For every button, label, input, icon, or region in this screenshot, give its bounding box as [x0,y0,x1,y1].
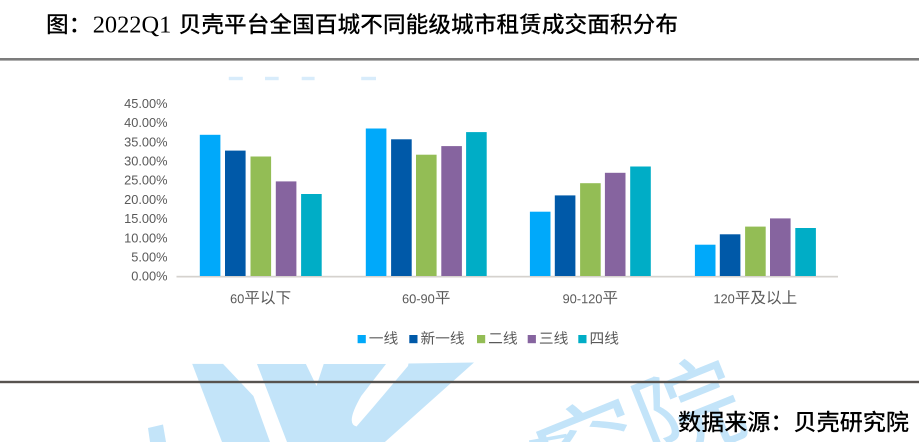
svg-text:35.00%: 35.00% [124,134,167,149]
svg-text:30.00%: 30.00% [124,154,167,169]
svg-text:20.00%: 20.00% [124,192,167,207]
svg-text:0.00%: 0.00% [131,269,167,284]
svg-text:2022Q1: 2022Q1 [93,11,172,38]
svg-text:45.00%: 45.00% [124,96,167,111]
svg-text:15.00%: 15.00% [124,211,167,226]
svg-text:10.00%: 10.00% [124,230,167,245]
svg-text:40.00%: 40.00% [124,115,167,130]
svg-text:5.00%: 5.00% [131,249,167,264]
svg-text:25.00%: 25.00% [124,173,167,188]
